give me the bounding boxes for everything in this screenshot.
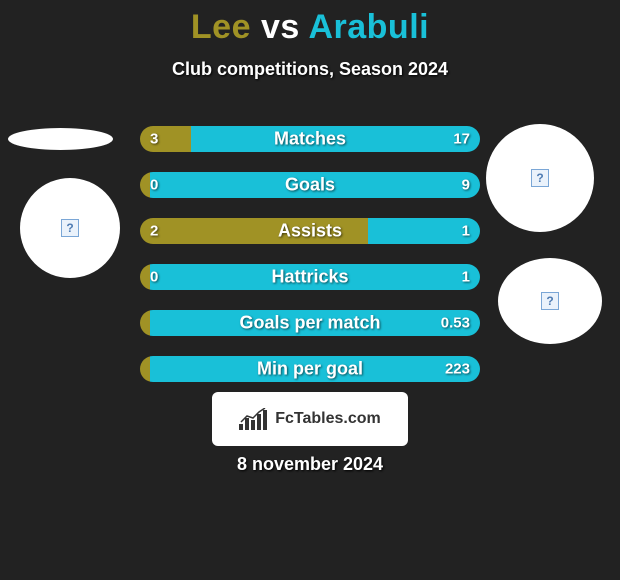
subtitle: Club competitions, Season 2024 [0, 59, 620, 80]
fctables-logo-icon [239, 408, 269, 430]
stat-left-fill [140, 310, 150, 336]
stat-row: Assists21 [140, 218, 480, 244]
left-flag-badge [8, 128, 113, 150]
stat-row: Hattricks01 [140, 264, 480, 290]
image-placeholder-icon: ? [61, 219, 79, 237]
title-left-player: Lee [191, 8, 251, 46]
left-player-avatar: ? [20, 178, 120, 278]
stat-left-fill [140, 218, 368, 244]
stat-left-fill [140, 172, 150, 198]
snapshot-date: 8 november 2024 [0, 454, 620, 475]
stat-right-fill [150, 310, 480, 336]
attribution-badge: FcTables.com [212, 392, 408, 446]
stat-left-fill [140, 264, 150, 290]
comparison-infographic: Lee vs Arabuli Club competitions, Season… [0, 0, 620, 580]
stat-row: Goals09 [140, 172, 480, 198]
title-right-player: Arabuli [308, 8, 429, 46]
right-flag-badge: ? [498, 258, 602, 344]
stat-row: Min per goal223 [140, 356, 480, 382]
image-placeholder-icon: ? [541, 292, 559, 310]
stat-left-fill [140, 126, 191, 152]
stat-row: Goals per match0.53 [140, 310, 480, 336]
stat-right-fill [150, 172, 480, 198]
image-placeholder-icon: ? [531, 169, 549, 187]
page-title: Lee vs Arabuli [0, 0, 620, 47]
stat-left-fill [140, 356, 150, 382]
right-player-avatar: ? [486, 124, 594, 232]
attribution-text: FcTables.com [275, 410, 381, 428]
stat-row: Matches317 [140, 126, 480, 152]
stat-right-fill [191, 126, 480, 152]
stat-right-fill [150, 356, 480, 382]
stat-bars: Matches317 Goals09 Assists21 Hattricks01 Goa… [140, 126, 480, 402]
title-vs: vs [261, 8, 300, 46]
stat-right-fill [150, 264, 480, 290]
stat-right-fill [368, 218, 480, 244]
